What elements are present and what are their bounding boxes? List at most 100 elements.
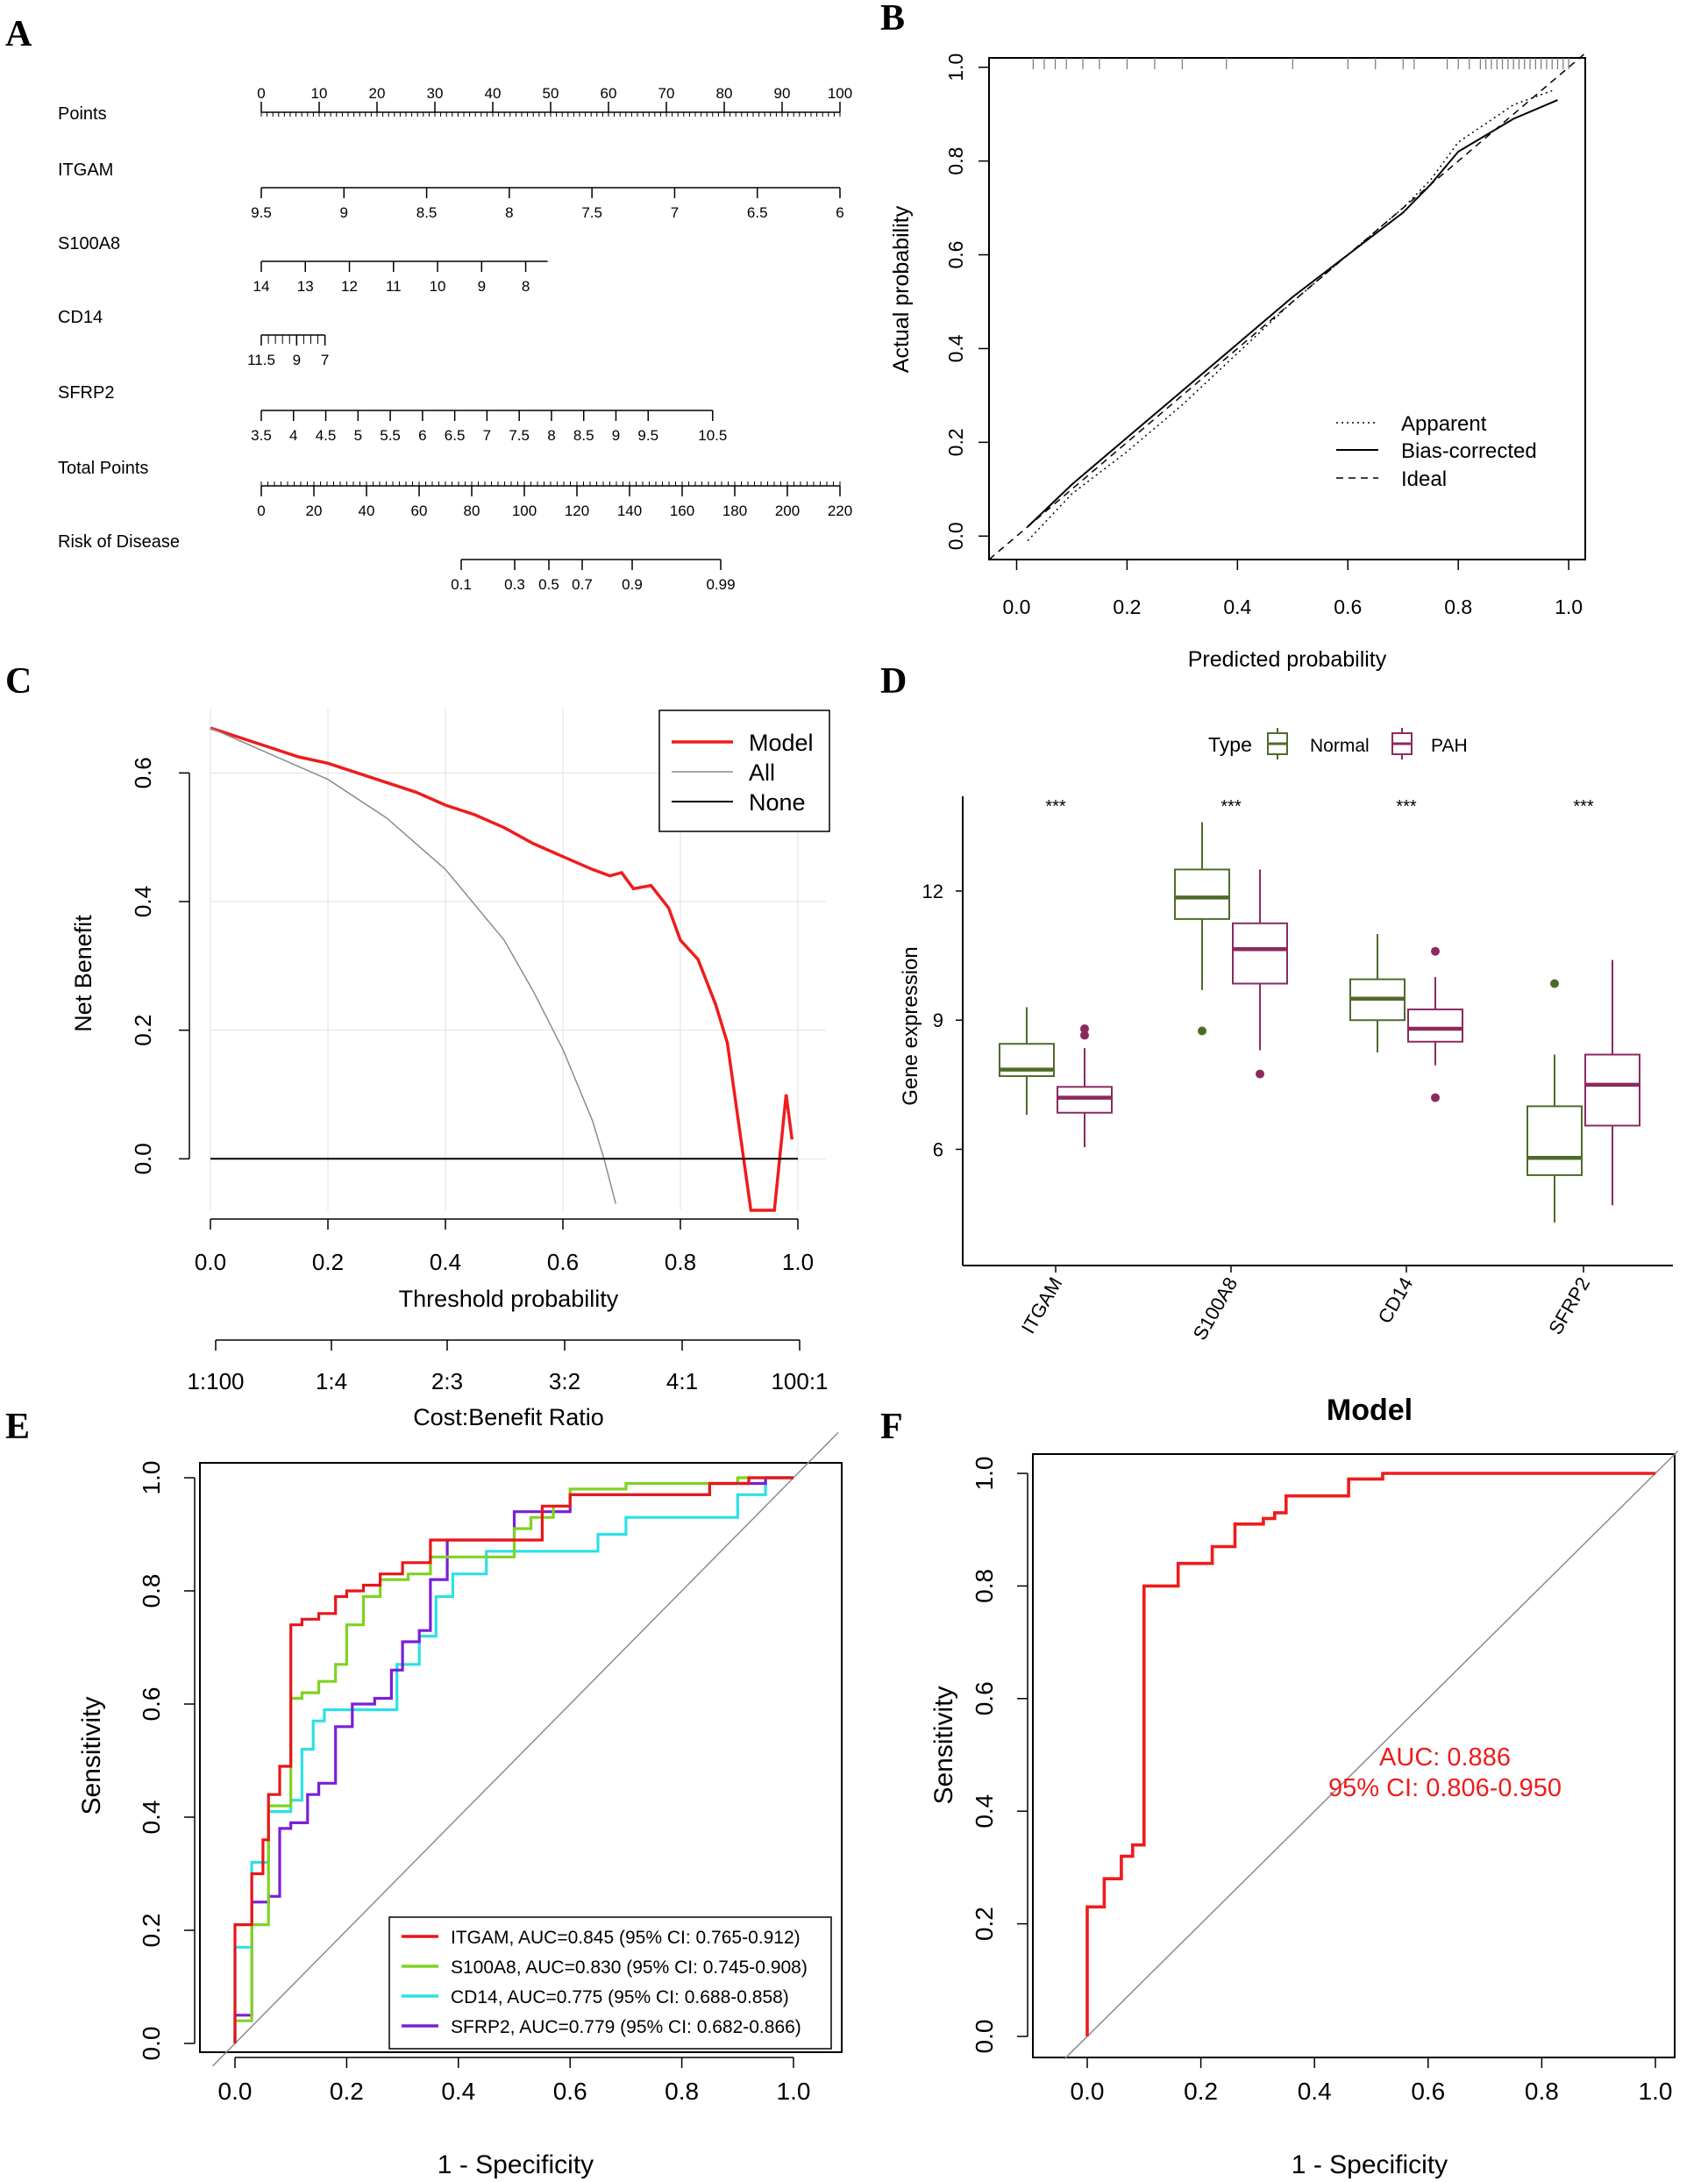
- significance-stars: ***: [1045, 797, 1066, 816]
- roc-model-y-tick-label: 0.0: [971, 2020, 998, 2054]
- legend-ideal-label: Ideal: [1401, 467, 1447, 491]
- roc-multi-x-tick-label: 0.8: [665, 2078, 699, 2105]
- roc-model-title: Model: [1327, 1394, 1413, 1427]
- roc-model-x-tick-label: 1.0: [1639, 2078, 1673, 2105]
- nomogram-tick-label: 220: [828, 503, 852, 519]
- nomogram-tick-label: 80: [716, 85, 733, 102]
- decision-x-tick-label: 0.4: [430, 1249, 461, 1275]
- boxplot-legend: Type Normal PAH: [1208, 728, 1468, 759]
- roc-multi-y-tick-label: 0.4: [138, 1801, 165, 1835]
- roc-sfrp2-curve: [233, 1476, 794, 2043]
- roc-model-ci: 95% CI: 0.806-0.950: [1328, 1774, 1562, 1802]
- calibration-panel: 0.0 0.0 0.2 0.2 0.4 0.4 0.6 0.6 0.8 0.8 1.0 1.0 Pre…: [889, 53, 1586, 672]
- legend-title: Type: [1208, 733, 1252, 756]
- roc-multi-x-tick-label: 0.0: [218, 2078, 253, 2105]
- nomogram-tick-label: 50: [543, 85, 559, 102]
- roc-multi-y-tick-label: 0.8: [138, 1574, 165, 1608]
- roc-multi-x-tick-label: 1.0: [777, 2078, 811, 2105]
- cost-benefit-tick-label: 2:3: [431, 1368, 463, 1394]
- nomogram-row-label: Total Points: [58, 459, 148, 478]
- roc-multi-y-tick-label: 0.0: [138, 2027, 165, 2061]
- nomogram-tick-label: 30: [427, 85, 444, 102]
- panel-letter-d: D: [880, 661, 907, 702]
- nomogram-tick-label: 9: [612, 427, 620, 444]
- decision-ylabel: Net Benefit: [70, 915, 96, 1032]
- roc-multi-y-tick-label: 0.2: [138, 1914, 165, 1948]
- nomogram-tick-label: 20: [306, 503, 323, 519]
- calibration-bias-corrected-line: [1027, 99, 1558, 528]
- cost-benefit-tick-label: 100:1: [771, 1368, 828, 1394]
- nomogram-row-label: Risk of Disease: [58, 532, 180, 552]
- calibration-x-tick-label: 0.8: [1444, 595, 1472, 618]
- box-pah-cd14: [1407, 1008, 1463, 1043]
- legend-itgam-label: ITGAM, AUC=0.845 (95% CI: 0.765-0.912): [451, 1928, 801, 1948]
- nomogram-tick-label: 120: [565, 503, 589, 519]
- roc-model-xlabel: 1 - Specificity: [1292, 2150, 1448, 2179]
- nomogram-tick-label: 8: [547, 427, 555, 444]
- nomogram-tick-label: 7: [671, 204, 679, 221]
- roc-model-x-tick-label: 0.6: [1411, 2078, 1445, 2105]
- roc-multi-x-tick-label: 0.4: [441, 2078, 475, 2105]
- nomogram-tick-label: 100: [512, 503, 537, 519]
- nomogram-tick-label: 140: [617, 503, 642, 519]
- roc-multi-x-tick-label: 0.6: [553, 2078, 587, 2105]
- nomogram-tick-label: 0.3: [504, 576, 525, 593]
- decision-all-curve: [210, 727, 617, 1204]
- nomogram-tick-label: 60: [411, 503, 428, 519]
- roc-model-panel: 0.0 0.0 0.2 0.2 0.4 0.4 0.6 0.6 0.8 0.8 1.0 1.0 Mod…: [929, 1394, 1679, 2179]
- legend-all-label: All: [749, 759, 775, 786]
- roc-model-ylabel: Sensitivity: [929, 1686, 958, 1804]
- nomogram-tick-label: 6: [836, 204, 843, 221]
- nomogram-tick-label: 100: [828, 85, 852, 102]
- boxplot-y-tick-label: 12: [922, 881, 943, 902]
- decision-curve-panel: 0.0 0.2 0.4 0.6 0.8 1.0 0.0 0.2 0.4 0.6 1:100 1:4 2:…: [70, 709, 830, 1430]
- legend-normal-label: Normal: [1310, 736, 1370, 756]
- nomogram-tick-label: 11.5: [247, 352, 275, 368]
- nomogram-tick-label: 0: [257, 85, 265, 102]
- legend-pah-key: [1391, 728, 1413, 759]
- roc-model-x-tick-label: 0.0: [1071, 2078, 1105, 2105]
- nomogram-tick-label: 13: [297, 278, 314, 295]
- roc-model-y-tick-label: 0.6: [971, 1681, 998, 1715]
- nomogram-tick-label: 70: [658, 85, 675, 102]
- boxplot-y-tick-label: 9: [933, 1009, 943, 1031]
- nomogram-tick-label: 6.5: [445, 427, 466, 444]
- nomogram-tick-label: 4: [289, 427, 297, 444]
- legend-normal-key: [1267, 728, 1288, 759]
- panel-letter-e: E: [5, 1407, 30, 1447]
- nomogram-tick-label: 9.5: [251, 204, 272, 221]
- nomogram-tick-label: 7.5: [581, 204, 602, 221]
- nomogram-tick-label: 7.5: [509, 427, 530, 444]
- nomogram-tick-label: 9: [293, 352, 301, 368]
- nomogram-tick-label: 12: [341, 278, 358, 295]
- calibration-x-tick-label: 0.6: [1334, 595, 1362, 618]
- nomogram-tick-label: 60: [601, 85, 617, 102]
- nomogram-row-label: CD14: [58, 308, 103, 327]
- box-outlier-normal-s100a8: [1198, 1026, 1206, 1036]
- decision-x-tick-label: 0.0: [195, 1249, 226, 1275]
- nomogram-row-label: S100A8: [58, 234, 120, 253]
- nomogram-tick-label: 20: [369, 85, 386, 102]
- decision-x-tick-label: 0.8: [665, 1249, 696, 1275]
- roc-model-x-tick-label: 0.8: [1525, 2078, 1559, 2105]
- nomogram-tick-label: 7: [483, 427, 491, 444]
- calibration-x-tick-label: 0.0: [1002, 595, 1030, 618]
- nomogram-tick-label: 10: [430, 278, 446, 295]
- decision-y-tick-label: 0.6: [130, 757, 156, 788]
- panel-letter-c: C: [5, 661, 32, 702]
- decision-xlabel: Threshold probability: [399, 1286, 619, 1312]
- panel-letter-b: B: [880, 0, 905, 39]
- decision-y-tick-label: 0.0: [130, 1143, 156, 1174]
- nomogram-tick-label: 8: [505, 204, 513, 221]
- roc-model-y-tick-label: 0.4: [971, 1794, 998, 1829]
- cost-benefit-label: Cost:Benefit Ratio: [413, 1404, 604, 1430]
- calibration-y-tick-label: 0.2: [944, 428, 967, 456]
- significance-stars: ***: [1573, 797, 1594, 816]
- calibration-y-tick-label: 0.0: [944, 522, 967, 550]
- roc-model-y-tick-label: 0.8: [971, 1569, 998, 1603]
- roc-multi-ylabel: Sensitivity: [77, 1696, 106, 1815]
- nomogram-tick-label: 40: [359, 503, 375, 519]
- nomogram-tick-label: 4.5: [316, 427, 337, 444]
- significance-stars: ***: [1221, 797, 1242, 816]
